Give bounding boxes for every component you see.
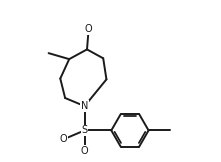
Text: S: S xyxy=(82,125,88,135)
Text: O: O xyxy=(60,134,67,144)
Text: N: N xyxy=(81,101,88,111)
Text: O: O xyxy=(85,24,92,34)
Text: O: O xyxy=(81,146,88,156)
